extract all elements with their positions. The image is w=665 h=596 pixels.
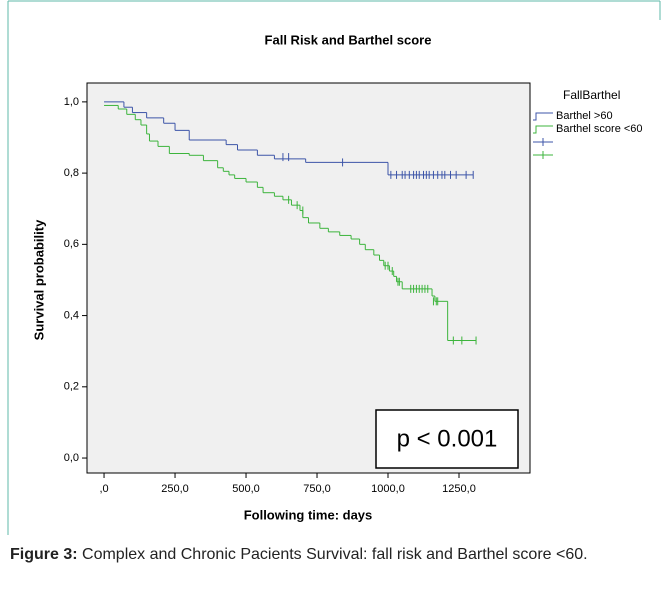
annotation: p < 0.001 bbox=[397, 425, 498, 452]
legend-label: Barthel score <60 bbox=[556, 123, 643, 135]
y-tick-label: 0,6 bbox=[64, 238, 79, 250]
caption-label: Figure 3: bbox=[10, 546, 78, 563]
x-tick-label: 1250,0 bbox=[442, 483, 476, 495]
y-tick-label: 0,2 bbox=[64, 381, 79, 393]
y-tick-label: 0,0 bbox=[64, 452, 79, 464]
caption: Figure 3: Complex and Chronic Pacients S… bbox=[10, 543, 655, 566]
plot-area bbox=[86, 82, 531, 474]
x-tick-label: 500,0 bbox=[232, 483, 260, 495]
y-tick-label: 0,4 bbox=[64, 309, 79, 321]
x-tick-label: ,0 bbox=[99, 483, 108, 495]
x-axis-title: Following time: days bbox=[244, 507, 373, 522]
legend-symbol bbox=[533, 125, 553, 134]
legend-label: Barthel >60 bbox=[556, 110, 613, 122]
chart: Fall Risk and Barthel score Following ti… bbox=[7, 0, 661, 535]
y-tick-label: 0,8 bbox=[64, 167, 79, 179]
y-tick-label: 1,0 bbox=[64, 96, 79, 108]
chart-title: Fall Risk and Barthel score bbox=[265, 32, 432, 47]
y-axis-title: Survival probability bbox=[31, 219, 46, 340]
legend-symbol bbox=[533, 112, 553, 121]
caption-text: Complex and Chronic Pacients Survival: f… bbox=[82, 546, 588, 563]
annotation-box bbox=[375, 409, 519, 469]
x-tick-label: 750,0 bbox=[303, 483, 331, 495]
legend-title: FallBarthel bbox=[563, 88, 620, 102]
x-tick-label: 250,0 bbox=[161, 483, 189, 495]
x-tick-label: 1000,0 bbox=[371, 483, 405, 495]
